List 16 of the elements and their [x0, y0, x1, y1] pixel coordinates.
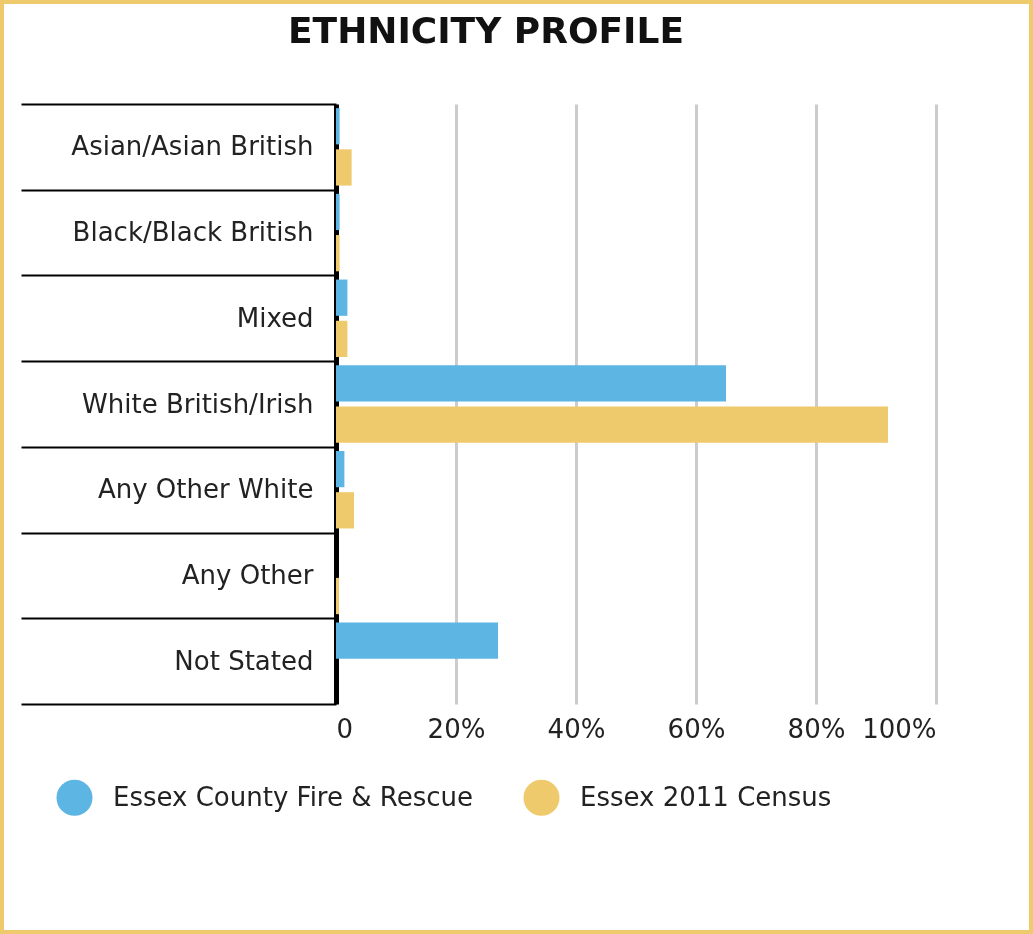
legend-label: Essex 2011 Census	[580, 781, 832, 812]
y-tick-label: Not Stated	[174, 645, 314, 676]
x-tick-label: 20%	[427, 713, 486, 744]
x-tick-label: 80%	[787, 713, 846, 744]
y-tick-label: Any Other White	[97, 474, 314, 505]
x-tick-label: 100%	[862, 713, 937, 744]
x-tick-label: 0	[336, 713, 354, 744]
y-tick-label: White British/Irish	[82, 388, 314, 419]
y-tick-label: Asian/Asian British	[71, 131, 314, 162]
legend-label: Essex County Fire & Rescue	[113, 781, 473, 812]
x-tick-label: 40%	[547, 713, 606, 744]
y-tick-label: Mixed	[236, 302, 314, 333]
y-tick-label: Any Other	[181, 559, 314, 590]
chart-title: ETHNICITY PROFILE	[288, 10, 684, 51]
x-tick-label: 60%	[667, 713, 726, 744]
y-tick-label: Black/Black British	[72, 217, 314, 248]
